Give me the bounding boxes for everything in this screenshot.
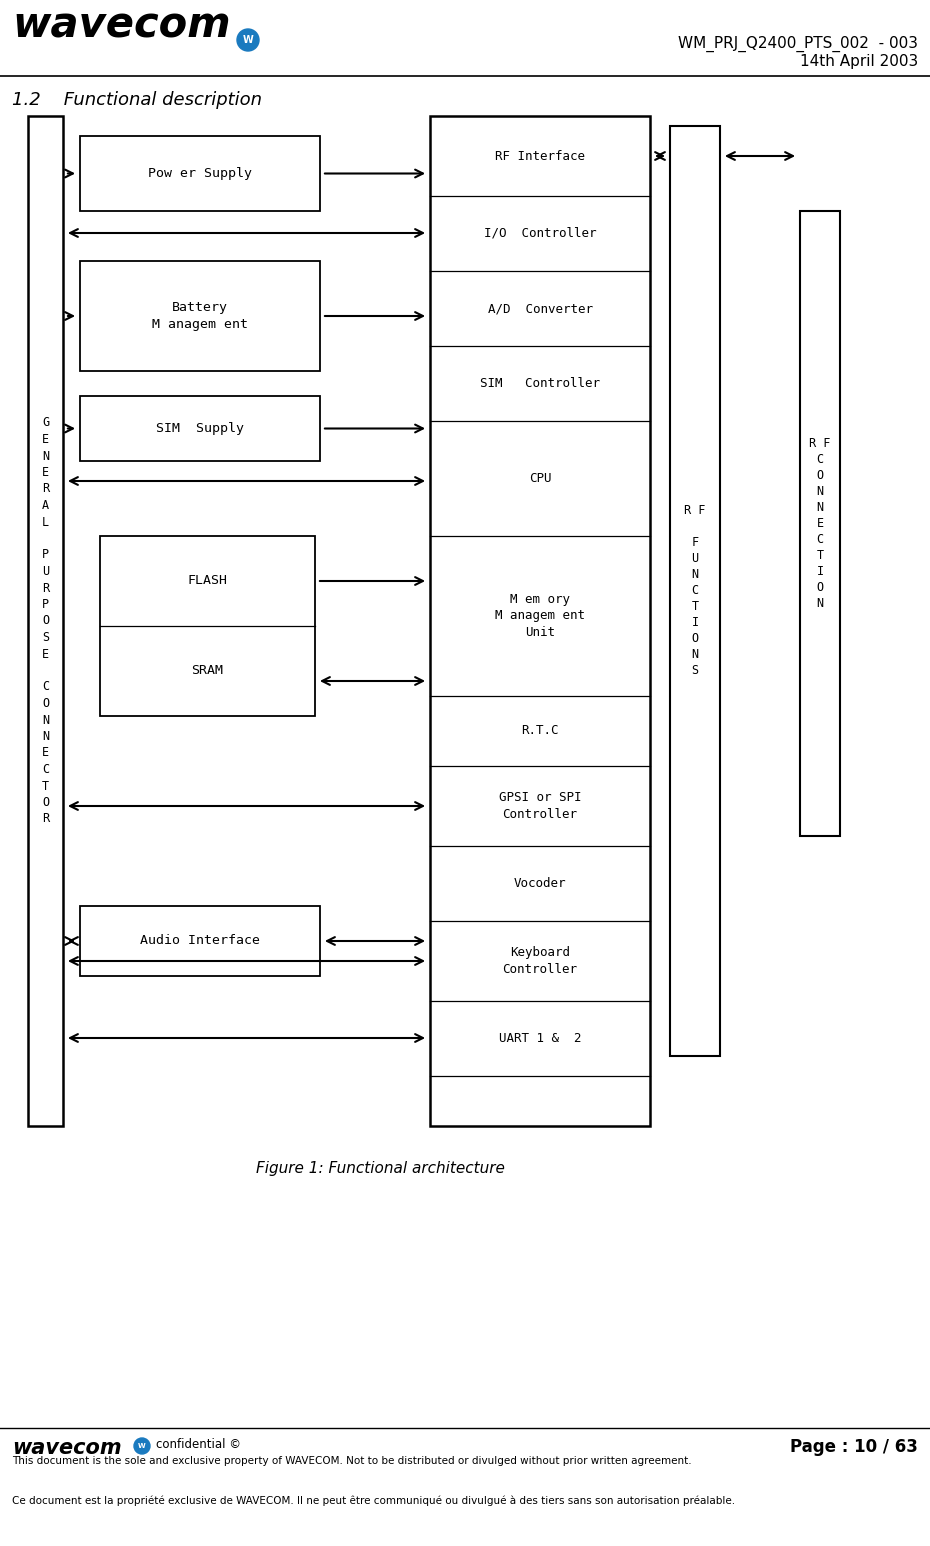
Text: A/D  Converter: A/D Converter	[487, 301, 592, 315]
Text: RF Interface: RF Interface	[495, 150, 585, 162]
Text: Battery
M anagem ent: Battery M anagem ent	[152, 301, 248, 331]
Bar	[800, 210, 840, 836]
Text: Pow er Supply: Pow er Supply	[148, 167, 252, 179]
Bar	[430, 116, 650, 1125]
Text: Page : 10 / 63: Page : 10 / 63	[790, 1438, 918, 1456]
Text: wavecom: wavecom	[12, 1438, 122, 1458]
Text: Figure 1: Functional architecture: Figure 1: Functional architecture	[256, 1161, 504, 1177]
Text: GPSI or SPI
Controller: GPSI or SPI Controller	[498, 792, 581, 821]
Bar	[80, 261, 320, 371]
Text: G
E
N
E
R
A
L
 
P
U
R
P
O
S
E
 
C
O
N
N
E
C
T
O
R: G E N E R A L P U R P O S E C O N N E C …	[42, 416, 49, 826]
Text: R.T.C: R.T.C	[521, 725, 559, 737]
Text: SRAM: SRAM	[192, 665, 223, 677]
Text: M em ory
M anagem ent
Unit: M em ory M anagem ent Unit	[495, 592, 585, 640]
Text: Vocoder: Vocoder	[513, 877, 566, 890]
Text: This document is the sole and exclusive property of WAVECOM. Not to be distribut: This document is the sole and exclusive …	[12, 1456, 692, 1466]
Text: WM_PRJ_Q2400_PTS_002  - 003: WM_PRJ_Q2400_PTS_002 - 003	[678, 36, 918, 53]
Text: UART 1 &  2: UART 1 & 2	[498, 1033, 581, 1045]
Text: I/O  Controller: I/O Controller	[484, 227, 596, 240]
Bar	[80, 136, 320, 210]
Text: R F
 
F
U
N
C
T
I
O
N
S: R F F U N C T I O N S	[684, 504, 706, 677]
Text: R F
C
O
N
N
E
C
T
I
O
N: R F C O N N E C T I O N	[809, 438, 830, 611]
Text: Keyboard
Controller: Keyboard Controller	[502, 946, 578, 976]
Bar	[670, 127, 720, 1056]
Text: Ce document est la propriété exclusive de WAVECOM. Il ne peut être communiqué ou: Ce document est la propriété exclusive d…	[12, 1497, 735, 1506]
Text: wavecom: wavecom	[12, 5, 231, 46]
Text: Audio Interface: Audio Interface	[140, 934, 260, 948]
Text: W: W	[139, 1442, 146, 1449]
Bar	[80, 906, 320, 976]
Circle shape	[134, 1438, 150, 1453]
Text: CPU: CPU	[529, 472, 551, 485]
Text: confidential ©: confidential ©	[156, 1438, 241, 1452]
Text: SIM   Controller: SIM Controller	[480, 377, 600, 390]
Text: 1.2    Functional description: 1.2 Functional description	[12, 91, 262, 110]
Text: 14th April 2003: 14th April 2003	[800, 54, 918, 70]
Bar	[28, 116, 63, 1125]
Circle shape	[237, 29, 259, 51]
Text: W: W	[243, 36, 253, 45]
Bar	[100, 536, 315, 716]
Text: FLASH: FLASH	[188, 575, 228, 587]
Bar	[80, 396, 320, 461]
Text: SIM  Supply: SIM Supply	[156, 422, 244, 434]
